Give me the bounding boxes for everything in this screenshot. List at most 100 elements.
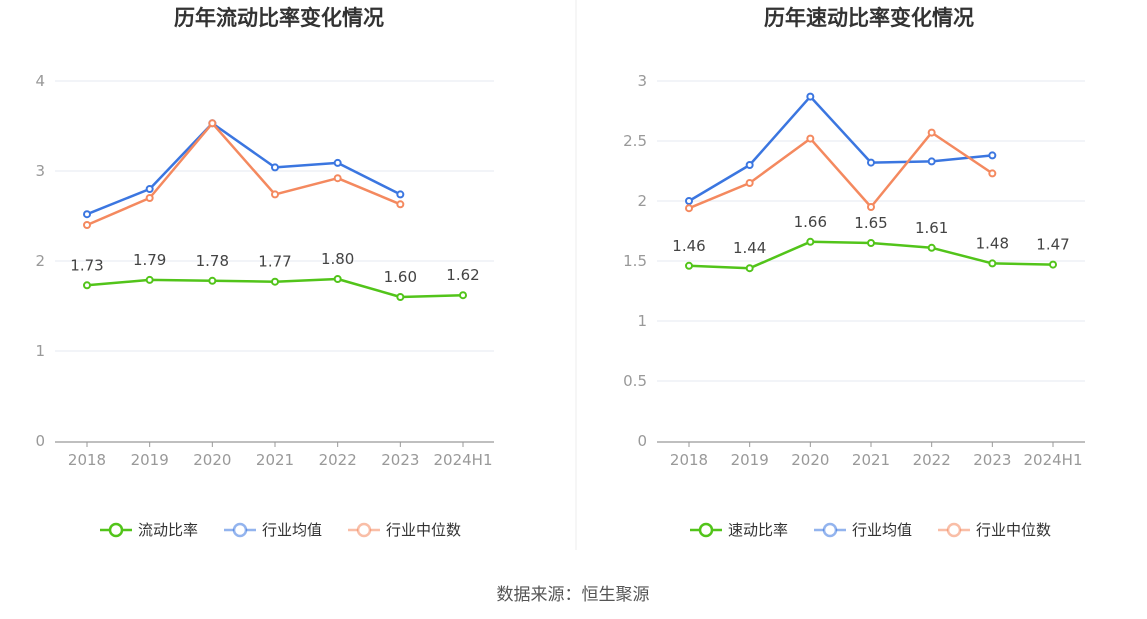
- y-tick-label: 1: [637, 312, 647, 330]
- series-line: [86, 122, 401, 216]
- x-tick-label: 2022: [319, 451, 357, 469]
- data-point[interactable]: [271, 163, 279, 172]
- data-point[interactable]: [927, 128, 936, 137]
- data-point[interactable]: [145, 275, 154, 284]
- data-label: 1.77: [258, 253, 291, 271]
- legend-label: 行业中位数: [386, 521, 461, 539]
- legend-label: 行业均值: [852, 521, 912, 539]
- data-point[interactable]: [396, 190, 405, 199]
- data-point[interactable]: [459, 291, 467, 300]
- chart-title: 历年速动比率变化情况: [764, 6, 974, 30]
- data-point[interactable]: [867, 203, 875, 211]
- data-source: 数据来源：恒生聚源: [497, 585, 650, 605]
- current-ratio-chart: 历年流动比率变化情况 0 1 2 3 4 2018 2019 2020 2021 2022 2023 2…: [35, 6, 494, 539]
- data-point[interactable]: [927, 243, 936, 252]
- data-point[interactable]: [333, 174, 342, 183]
- x-tick-label: 2018: [68, 451, 106, 469]
- data-point[interactable]: [927, 157, 936, 166]
- data-point[interactable]: [271, 277, 279, 286]
- data-point[interactable]: [208, 119, 217, 128]
- data-label: 1.47: [1036, 236, 1069, 254]
- y-tick-label: 2: [637, 192, 647, 210]
- data-point[interactable]: [685, 261, 693, 270]
- x-tick-label: 2024H1: [434, 451, 493, 469]
- x-tick-label: 2019: [731, 451, 769, 469]
- x-tick-label: 2022: [913, 451, 951, 469]
- data-point[interactable]: [867, 158, 875, 167]
- legend-item[interactable]: 行业均值: [224, 521, 322, 539]
- data-point[interactable]: [745, 161, 754, 169]
- legend-swatch-marker: [822, 522, 838, 538]
- data-label: 1.46: [672, 237, 705, 255]
- data-point[interactable]: [1049, 260, 1057, 269]
- y-tick-label: 4: [35, 72, 45, 90]
- data-label: 1.66: [794, 213, 827, 231]
- data-point[interactable]: [745, 264, 754, 273]
- y-tick-label: 1.5: [623, 252, 647, 270]
- data-point[interactable]: [83, 210, 91, 219]
- data-label: 1.60: [384, 268, 417, 286]
- data-point[interactable]: [685, 204, 693, 213]
- data-point[interactable]: [333, 158, 342, 167]
- legend-item[interactable]: 速动比率: [690, 521, 788, 539]
- data-label: 1.62: [446, 266, 479, 284]
- data-point[interactable]: [208, 276, 217, 285]
- legend-item[interactable]: 行业均值: [814, 521, 912, 539]
- legend-label: 行业均值: [262, 521, 322, 539]
- data-point[interactable]: [867, 239, 875, 247]
- series-line: [86, 122, 401, 227]
- data-point[interactable]: [83, 221, 91, 229]
- data-point[interactable]: [988, 259, 997, 268]
- data-point[interactable]: [806, 92, 815, 101]
- legend-swatch-marker: [946, 522, 962, 538]
- legend-item[interactable]: 流动比率: [100, 521, 198, 539]
- legend-label: 流动比率: [138, 521, 198, 539]
- data-point[interactable]: [333, 275, 342, 283]
- y-tick-label: 1: [35, 342, 45, 360]
- data-label: 1.73: [70, 256, 103, 274]
- data-point[interactable]: [83, 281, 91, 290]
- y-tick-label: 0.5: [623, 372, 647, 390]
- y-tick-label: 2: [35, 252, 45, 270]
- quick-ratio-chart: 历年速动比率变化情况 0 0.5 1 1.5 2 2.5 3 2018 2019 2020 2021 2…: [623, 6, 1085, 539]
- data-point[interactable]: [145, 185, 154, 193]
- data-point[interactable]: [745, 179, 754, 187]
- x-tick-label: 2020: [193, 451, 231, 469]
- data-label: 1.48: [976, 234, 1009, 252]
- data-point[interactable]: [271, 190, 279, 199]
- legend-label: 行业中位数: [976, 521, 1051, 539]
- data-label: 1.65: [854, 214, 887, 232]
- data-label: 1.61: [915, 219, 948, 237]
- data-point[interactable]: [988, 151, 997, 160]
- legend-swatch-marker: [108, 522, 124, 538]
- legend-item[interactable]: 行业中位数: [348, 521, 461, 539]
- data-label: 1.80: [321, 250, 354, 268]
- x-tick-label: 2020: [791, 451, 829, 469]
- data-label: 1.79: [133, 251, 166, 269]
- x-tick-label: 2023: [973, 451, 1011, 469]
- data-point[interactable]: [806, 237, 815, 246]
- data-point[interactable]: [396, 293, 405, 301]
- data-point[interactable]: [806, 134, 815, 143]
- data-point[interactable]: [396, 200, 405, 209]
- series-line: [688, 95, 993, 203]
- series-line: [688, 131, 994, 210]
- y-tick-label: 0: [35, 432, 45, 450]
- data-point[interactable]: [685, 197, 693, 205]
- x-tick-label: 2023: [381, 451, 419, 469]
- x-tick-label: 2018: [670, 451, 708, 469]
- x-tick-label: 2019: [131, 451, 169, 469]
- y-tick-label: 2.5: [623, 132, 647, 150]
- y-tick-label: 3: [35, 162, 45, 180]
- data-label: 1.78: [196, 252, 229, 270]
- legend-item[interactable]: 行业中位数: [938, 521, 1051, 539]
- data-point[interactable]: [145, 194, 154, 202]
- y-tick-label: 0: [637, 432, 647, 450]
- data-point[interactable]: [988, 169, 997, 178]
- y-tick-label: 3: [637, 72, 647, 90]
- x-tick-label: 2024H1: [1024, 451, 1083, 469]
- legend-label: 速动比率: [728, 521, 788, 539]
- x-tick-label: 2021: [256, 451, 294, 469]
- legend-swatch-marker: [356, 522, 372, 538]
